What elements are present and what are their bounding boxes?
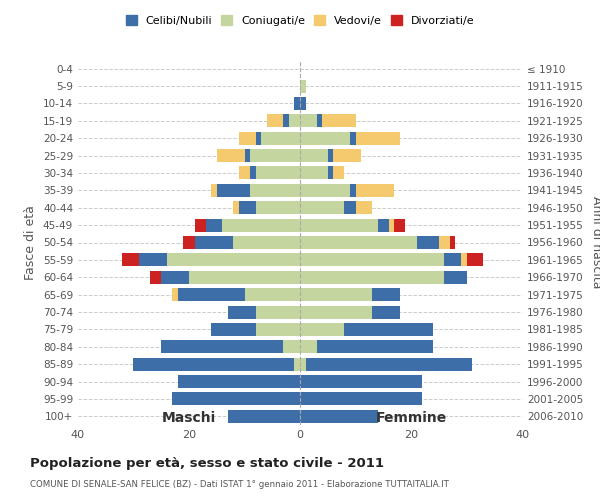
Bar xyxy=(239,166,250,179)
Bar xyxy=(300,97,305,110)
Bar xyxy=(317,114,322,128)
Bar xyxy=(267,114,283,128)
Bar xyxy=(256,306,300,318)
Bar xyxy=(378,218,389,232)
Bar xyxy=(300,392,422,406)
Bar xyxy=(300,201,344,214)
Bar xyxy=(334,166,344,179)
Bar xyxy=(300,306,372,318)
Bar xyxy=(256,201,300,214)
Bar xyxy=(228,306,256,318)
Bar xyxy=(322,114,355,128)
Bar xyxy=(317,340,433,353)
Bar xyxy=(256,323,300,336)
Bar xyxy=(344,201,355,214)
Bar xyxy=(416,236,439,249)
Bar xyxy=(300,375,422,388)
Bar xyxy=(300,340,317,353)
Text: Maschi: Maschi xyxy=(162,411,216,425)
Bar xyxy=(295,97,300,110)
Bar xyxy=(344,323,433,336)
Bar xyxy=(194,218,206,232)
Bar xyxy=(300,184,350,197)
Y-axis label: Anni di nascita: Anni di nascita xyxy=(590,196,600,289)
Bar xyxy=(172,392,300,406)
Bar xyxy=(178,375,300,388)
Bar xyxy=(172,288,178,301)
Bar xyxy=(167,254,300,266)
Bar xyxy=(250,184,300,197)
Bar xyxy=(300,166,328,179)
Bar xyxy=(256,132,261,144)
Bar xyxy=(328,166,334,179)
Bar xyxy=(372,306,400,318)
Bar xyxy=(394,218,406,232)
Y-axis label: Fasce di età: Fasce di età xyxy=(25,205,37,280)
Bar xyxy=(289,114,300,128)
Bar xyxy=(450,236,455,249)
Bar xyxy=(250,166,256,179)
Bar xyxy=(217,184,250,197)
Bar xyxy=(444,270,467,284)
Bar xyxy=(211,184,217,197)
Bar xyxy=(334,149,361,162)
Bar xyxy=(300,114,317,128)
Bar xyxy=(300,358,305,370)
Bar xyxy=(389,218,394,232)
Bar xyxy=(194,236,233,249)
Text: Popolazione per età, sesso e stato civile - 2011: Popolazione per età, sesso e stato civil… xyxy=(30,458,384,470)
Bar xyxy=(239,201,256,214)
Bar xyxy=(295,358,300,370)
Bar xyxy=(300,288,372,301)
Bar xyxy=(178,288,245,301)
Bar xyxy=(355,201,372,214)
Bar xyxy=(245,288,300,301)
Bar xyxy=(300,270,444,284)
Legend: Celibi/Nubili, Coniugati/e, Vedovi/e, Divorziati/e: Celibi/Nubili, Coniugati/e, Vedovi/e, Di… xyxy=(121,11,479,30)
Bar xyxy=(300,323,344,336)
Bar xyxy=(328,149,334,162)
Bar xyxy=(122,254,139,266)
Bar xyxy=(350,184,355,197)
Bar xyxy=(250,149,300,162)
Bar xyxy=(161,270,189,284)
Bar xyxy=(355,132,400,144)
Bar xyxy=(228,410,300,423)
Text: COMUNE DI SENALE-SAN FELICE (BZ) - Dati ISTAT 1° gennaio 2011 - Elaborazione TUT: COMUNE DI SENALE-SAN FELICE (BZ) - Dati … xyxy=(30,480,449,489)
Bar xyxy=(184,236,194,249)
Bar xyxy=(161,340,283,353)
Bar xyxy=(300,218,378,232)
Bar xyxy=(300,254,444,266)
Bar xyxy=(139,254,167,266)
Bar xyxy=(233,201,239,214)
Bar xyxy=(305,358,472,370)
Bar xyxy=(355,184,394,197)
Bar xyxy=(300,410,378,423)
Bar xyxy=(239,132,256,144)
Bar xyxy=(350,132,355,144)
Bar xyxy=(245,149,250,162)
Bar xyxy=(256,166,300,179)
Bar xyxy=(150,270,161,284)
Bar xyxy=(461,254,467,266)
Text: Femmine: Femmine xyxy=(376,411,446,425)
Bar xyxy=(283,114,289,128)
Bar xyxy=(300,149,328,162)
Bar xyxy=(217,149,245,162)
Bar xyxy=(133,358,295,370)
Bar xyxy=(233,236,300,249)
Bar xyxy=(300,132,350,144)
Bar xyxy=(300,236,416,249)
Bar xyxy=(261,132,300,144)
Bar xyxy=(206,218,222,232)
Bar xyxy=(444,254,461,266)
Bar xyxy=(222,218,300,232)
Bar xyxy=(189,270,300,284)
Bar xyxy=(467,254,483,266)
Bar xyxy=(300,80,305,92)
Bar xyxy=(211,323,256,336)
Bar xyxy=(372,288,400,301)
Bar xyxy=(439,236,450,249)
Bar xyxy=(283,340,300,353)
